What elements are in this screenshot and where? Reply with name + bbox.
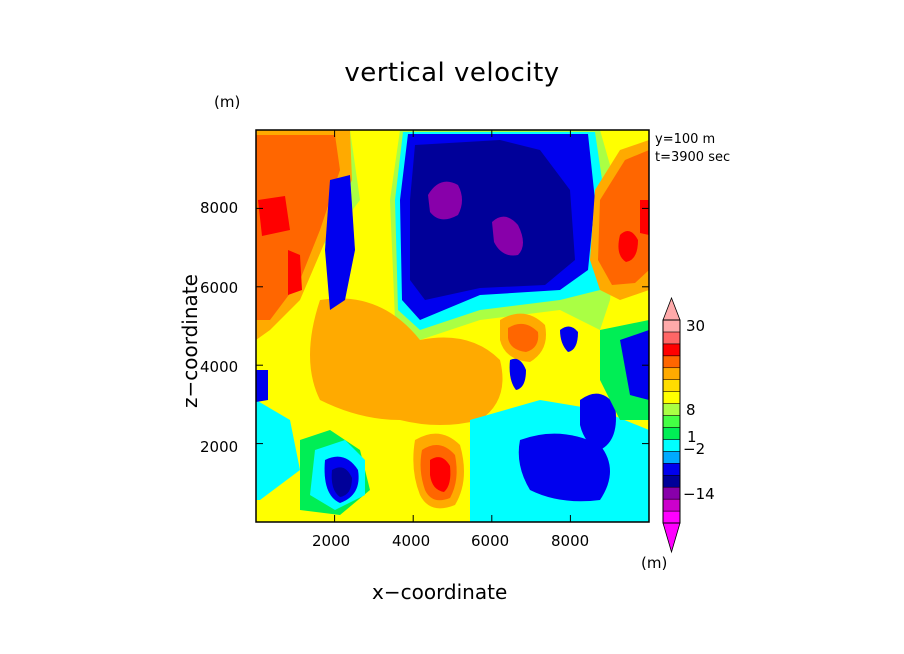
colorbar-unit-label: (m) [641,554,668,572]
colorbar-label: 30 [686,317,706,335]
contour-region [331,467,352,497]
colorbar-segment [662,331,681,345]
colorbar-top-arrow [662,296,681,321]
colorbar-segment [662,343,681,357]
y-unit-label: (m) [214,93,241,111]
contour-region [518,433,610,502]
colorbar-segment [662,510,681,524]
chart-title: vertical velocity [344,58,560,88]
contour-region [580,393,616,450]
colorbar-segment [662,427,681,440]
colorbar-segment [662,379,681,392]
colorbar-segment [662,451,681,464]
colorbar-frame [662,319,681,524]
contour-region [258,196,290,236]
colorbar-segment [662,355,681,369]
contour-region [256,370,268,402]
contour-region [492,216,523,256]
contour-region [509,358,526,390]
colorbar-segment [662,498,681,512]
colorbar-segment [662,439,681,452]
contour-region [618,231,638,262]
colorbar-segment [662,391,681,404]
annotation-t: t=3900 sec [655,150,731,165]
contour-region [560,326,578,352]
colorbar-segment [662,474,681,488]
contour-region [256,400,300,500]
y-tick-label: 2000 [200,438,239,456]
contour-region [430,457,451,492]
plot-frame [255,129,650,523]
colorbar-segment [662,486,681,500]
y-tick-label: 4000 [200,358,239,376]
colorbar-label: −2 [683,440,706,458]
colorbar-segment [662,463,681,476]
y-axis-label: z−coordinate [178,274,202,408]
colorbar-segment [662,415,681,428]
colorbar-segment [662,319,681,333]
contour-region [620,330,649,400]
x-tick-label: 2000 [312,532,351,550]
contour-region [310,298,503,425]
contour-region [256,135,340,320]
contour-region [325,175,355,310]
colorbar-label: 1 [687,428,697,446]
contour-region [640,200,649,235]
annotation-y: y=100 m [655,132,716,147]
contour-region [410,140,575,300]
colorbar-bottom-arrow [662,522,681,554]
y-tick-label: 8000 [200,199,239,217]
x-axis-label: x−coordinate [372,580,508,604]
y-tick-label: 6000 [200,279,239,297]
x-tick-label: 6000 [471,532,510,550]
colorbar-segment [662,367,681,380]
colorbar-segment [662,403,681,416]
contour-region [288,250,302,295]
colorbar-label: −14 [683,485,715,503]
contour-region [508,323,539,352]
x-tick-label: 8000 [551,532,590,550]
x-tick-label: 4000 [392,532,431,550]
contour-region [428,181,462,220]
colorbar-label: 8 [686,401,696,419]
